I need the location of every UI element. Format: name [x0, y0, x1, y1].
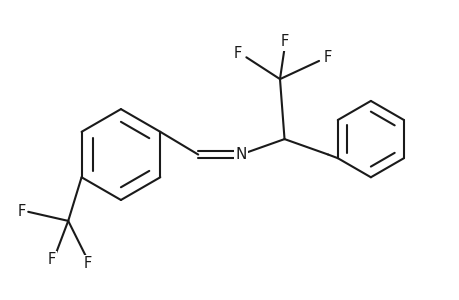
- Text: N: N: [235, 147, 246, 162]
- Text: F: F: [234, 46, 242, 61]
- Text: F: F: [280, 34, 288, 49]
- Text: F: F: [18, 204, 26, 219]
- Text: F: F: [84, 256, 92, 271]
- Text: F: F: [322, 50, 330, 65]
- Text: F: F: [48, 253, 56, 268]
